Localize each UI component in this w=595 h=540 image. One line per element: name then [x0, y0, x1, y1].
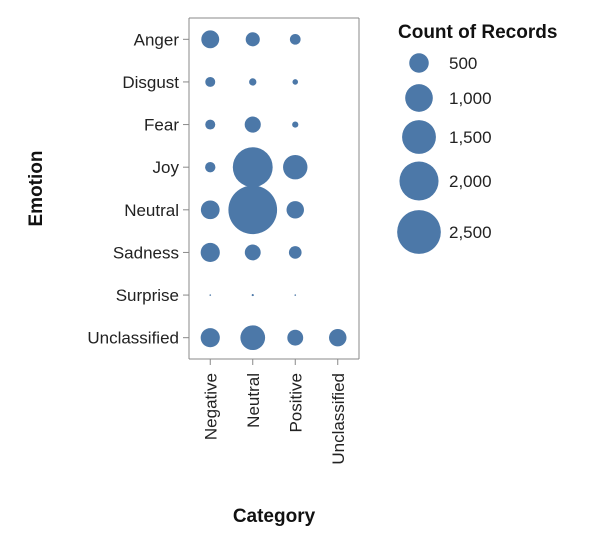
bubble-point [292, 121, 299, 128]
bubble-point [240, 325, 266, 351]
bubble-point [287, 329, 304, 346]
bubble-point [288, 246, 302, 259]
legend-label: 500 [449, 54, 477, 73]
bubble-point [244, 116, 261, 133]
bubble-point [228, 185, 278, 235]
y-tick-label: Sadness [113, 243, 179, 262]
bubble-point [286, 201, 304, 219]
y-tick-label: Fear [144, 116, 179, 135]
legend-label: 1,000 [449, 89, 492, 108]
x-tick-label: Unclassified [329, 373, 348, 465]
x-tick-label: Positive [286, 373, 305, 433]
bubble-point [209, 294, 212, 296]
bubble-point [205, 76, 216, 87]
legend-symbol [397, 210, 441, 254]
bubble-point [249, 78, 257, 86]
bubble-point [329, 328, 347, 347]
bubble-point [205, 162, 216, 173]
bubble-point [294, 294, 297, 296]
bubble-point [205, 119, 216, 130]
bubble-point [200, 200, 220, 220]
chart-marks [200, 30, 347, 351]
x-tick-label: Neutral [244, 373, 263, 428]
legend-symbol [402, 120, 436, 154]
bubble-point [201, 30, 220, 49]
y-tick-label: Disgust [122, 73, 179, 92]
legend-title: Count of Records [398, 22, 557, 43]
x-axis-title: Category [233, 506, 316, 527]
legend-symbol [399, 161, 439, 201]
bubble-point [244, 244, 261, 261]
legend-label: 2,000 [449, 172, 492, 191]
bubble-point [292, 79, 299, 85]
y-tick-label: Unclassified [87, 329, 179, 348]
y-axis-title: Emotion [26, 151, 47, 227]
y-axis-ticks: Anger Disgust Fear Joy Neutral Sadness Surpris… [87, 30, 189, 348]
bubble-point [232, 147, 273, 188]
x-tick-label: Negative [201, 373, 220, 440]
bubble-point [251, 293, 254, 297]
x-axis-ticks: Negative Neutral Positive Unclassified [201, 359, 348, 465]
legend-symbol [409, 53, 429, 73]
legend-label: 1,500 [449, 128, 492, 147]
bubble-point [283, 154, 308, 180]
legend-entries: 500 1,000 1,500 2,000 2,500 [397, 53, 492, 254]
y-tick-label: Neutral [124, 201, 179, 220]
bubble-point [200, 328, 220, 348]
y-tick-label: Anger [134, 30, 180, 49]
y-tick-label: Joy [153, 158, 180, 177]
bubble-point [200, 242, 220, 263]
y-tick-label: Surprise [116, 286, 179, 305]
bubble-point [245, 32, 260, 47]
size-legend: Count of Records 500 1,000 1,500 2,000 2,500 [397, 22, 557, 254]
chart-axes [188, 17, 360, 360]
bubble-point [289, 33, 301, 45]
legend-symbol [405, 84, 433, 112]
legend-label: 2,500 [449, 223, 492, 242]
